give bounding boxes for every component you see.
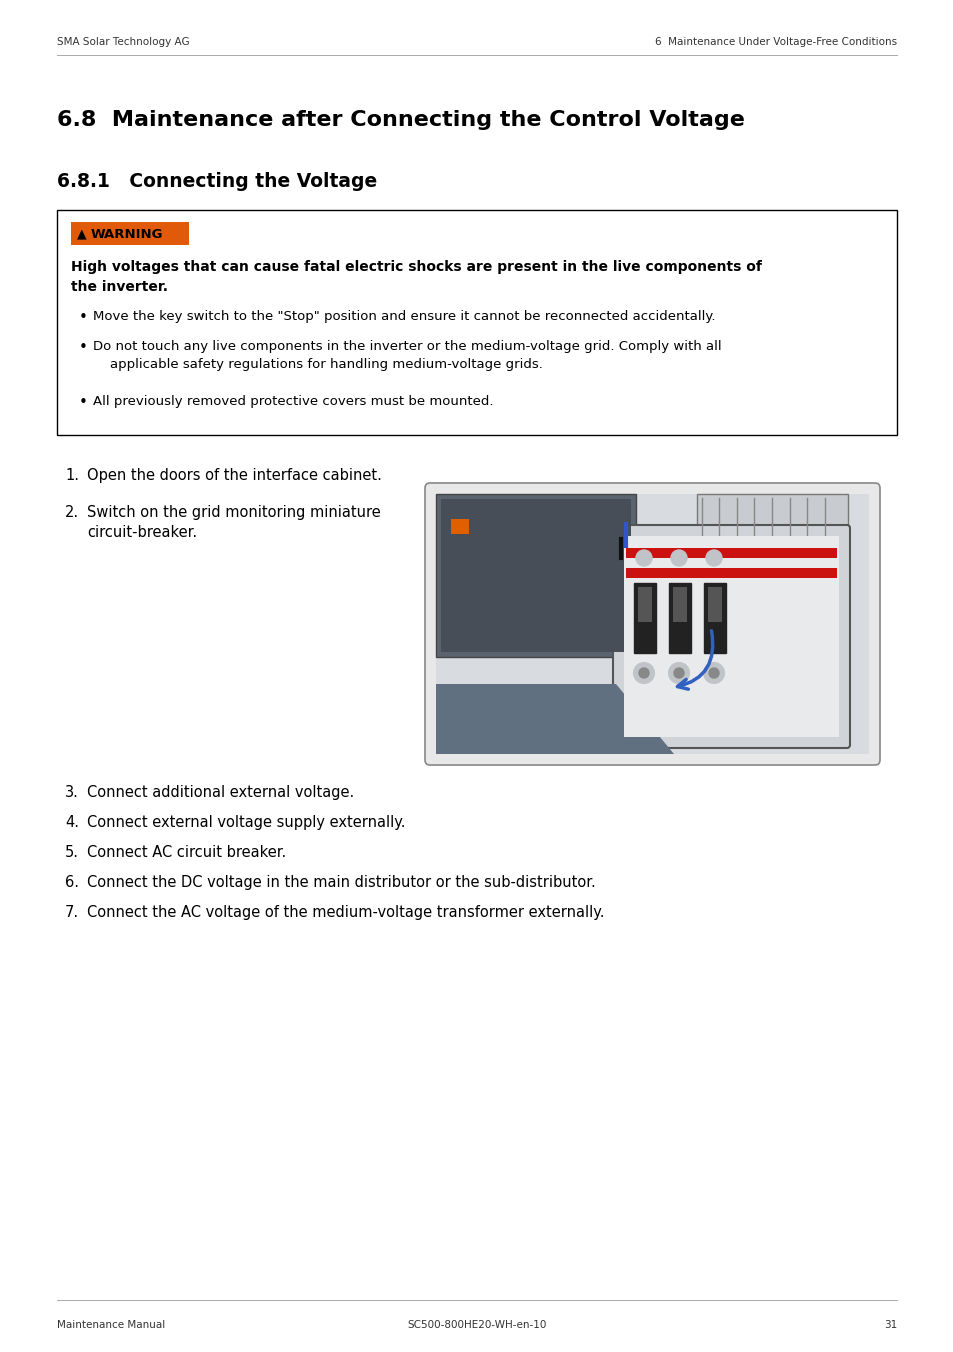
Bar bbox=[625, 548, 836, 558]
FancyArrowPatch shape bbox=[677, 631, 712, 690]
Circle shape bbox=[636, 550, 651, 566]
Text: Open the doors of the interface cabinet.: Open the doors of the interface cabinet. bbox=[87, 468, 381, 483]
Bar bbox=[703, 583, 725, 653]
Text: 3.: 3. bbox=[65, 786, 79, 800]
Text: 4.: 4. bbox=[65, 815, 79, 830]
Bar bbox=[638, 587, 651, 622]
Text: •: • bbox=[79, 339, 88, 356]
Text: applicable safety regulations for handling medium-voltage grids.: applicable safety regulations for handli… bbox=[92, 358, 542, 370]
Text: Move the key switch to the "Stop" position and ensure it cannot be reconnected a: Move the key switch to the "Stop" positi… bbox=[92, 310, 715, 323]
Bar bbox=[57, 210, 896, 435]
Text: Connect AC circuit breaker.: Connect AC circuit breaker. bbox=[87, 845, 286, 860]
Bar bbox=[436, 493, 868, 754]
FancyBboxPatch shape bbox=[613, 525, 849, 748]
Text: Connect the DC voltage in the main distributor or the sub-distributor.: Connect the DC voltage in the main distr… bbox=[87, 875, 595, 890]
Text: 7.: 7. bbox=[65, 904, 79, 919]
Text: 1.: 1. bbox=[65, 468, 79, 483]
Bar bbox=[697, 493, 847, 571]
Text: ▲: ▲ bbox=[77, 227, 87, 241]
Text: 6.8.1   Connecting the Voltage: 6.8.1 Connecting the Voltage bbox=[57, 172, 376, 191]
Text: All previously removed protective covers must be mounted.: All previously removed protective covers… bbox=[92, 395, 493, 408]
Circle shape bbox=[673, 668, 683, 677]
Circle shape bbox=[705, 550, 721, 566]
Text: Switch on the grid monitoring miniature: Switch on the grid monitoring miniature bbox=[87, 506, 380, 521]
Circle shape bbox=[708, 668, 719, 677]
Text: the inverter.: the inverter. bbox=[71, 280, 168, 293]
Text: 6  Maintenance Under Voltage-Free Conditions: 6 Maintenance Under Voltage-Free Conditi… bbox=[654, 37, 896, 47]
Bar bbox=[625, 568, 836, 579]
Circle shape bbox=[703, 662, 723, 683]
Circle shape bbox=[639, 668, 648, 677]
Text: circuit-breaker.: circuit-breaker. bbox=[87, 525, 197, 539]
Text: Connect external voltage supply externally.: Connect external voltage supply external… bbox=[87, 815, 405, 830]
Text: Connect additional external voltage.: Connect additional external voltage. bbox=[87, 786, 354, 800]
FancyBboxPatch shape bbox=[424, 483, 879, 765]
Text: 6.8  Maintenance after Connecting the Control Voltage: 6.8 Maintenance after Connecting the Con… bbox=[57, 110, 744, 130]
Bar bbox=[707, 587, 721, 622]
Text: 2.: 2. bbox=[65, 506, 79, 521]
Bar bbox=[634, 583, 656, 653]
Text: Maintenance Manual: Maintenance Manual bbox=[57, 1320, 165, 1330]
Text: Connect the AC voltage of the medium-voltage transformer externally.: Connect the AC voltage of the medium-vol… bbox=[87, 904, 604, 919]
Text: SMA Solar Technology AG: SMA Solar Technology AG bbox=[57, 37, 190, 47]
Text: 31: 31 bbox=[882, 1320, 896, 1330]
Text: Do not touch any live components in the inverter or the medium-voltage grid. Com: Do not touch any live components in the … bbox=[92, 339, 720, 353]
Bar bbox=[440, 499, 630, 652]
Circle shape bbox=[668, 662, 688, 683]
Circle shape bbox=[670, 550, 686, 566]
Text: •: • bbox=[79, 395, 88, 410]
Text: SC500-800HE20-WH-en-10: SC500-800HE20-WH-en-10 bbox=[407, 1320, 546, 1330]
Text: •: • bbox=[79, 310, 88, 324]
Bar bbox=[623, 535, 838, 737]
Bar bbox=[668, 583, 690, 653]
Bar bbox=[71, 222, 189, 245]
Bar bbox=[451, 519, 469, 534]
Bar bbox=[672, 587, 686, 622]
Polygon shape bbox=[436, 684, 673, 754]
Text: 6.: 6. bbox=[65, 875, 79, 890]
Text: High voltages that can cause fatal electric shocks are present in the live compo: High voltages that can cause fatal elect… bbox=[71, 260, 761, 274]
Text: WARNING: WARNING bbox=[91, 227, 163, 241]
Circle shape bbox=[634, 662, 654, 683]
Bar bbox=[436, 493, 636, 657]
Text: 5.: 5. bbox=[65, 845, 79, 860]
